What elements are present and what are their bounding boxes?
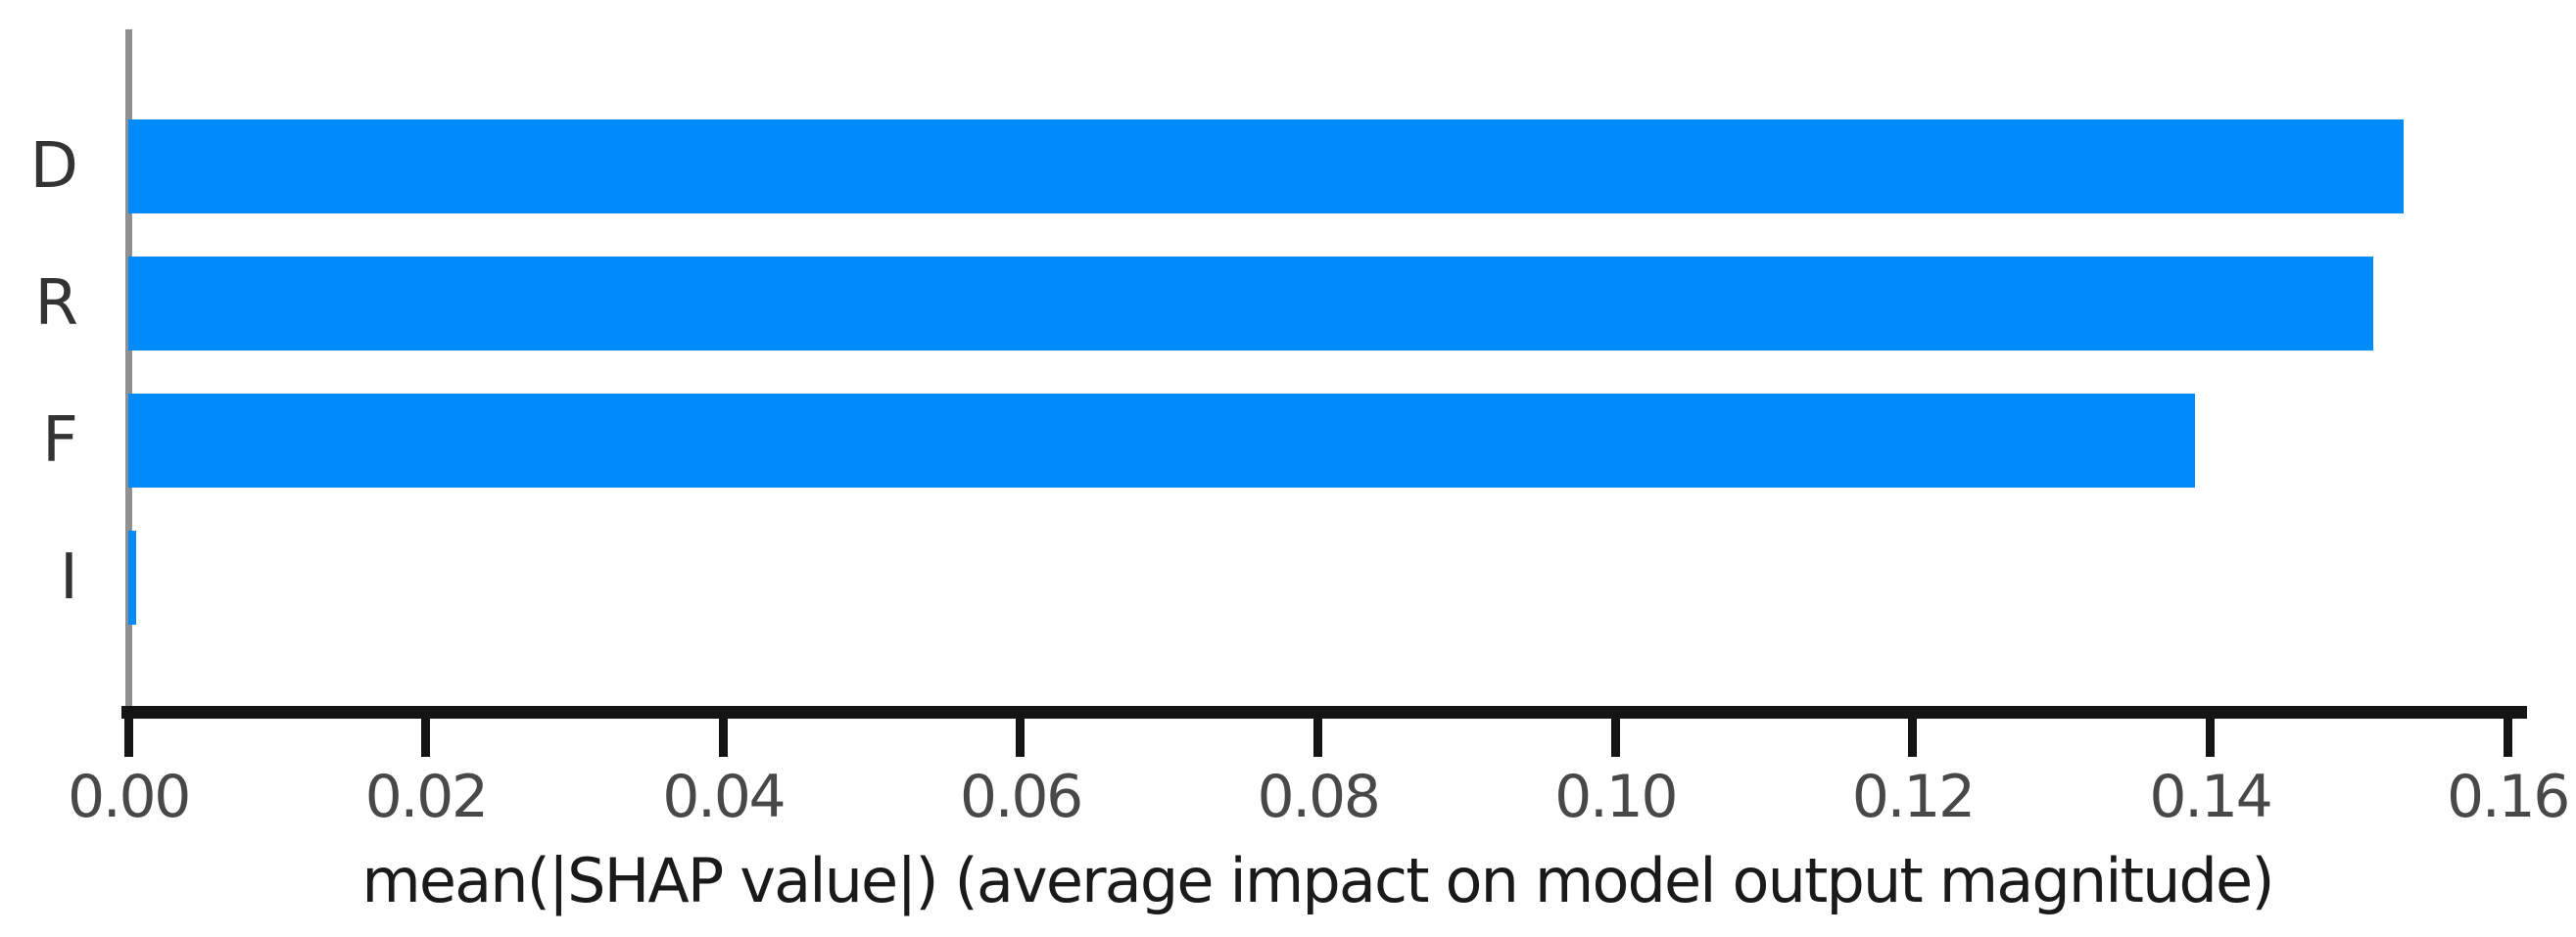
xtick-mark-0.00 [123,712,133,757]
xtick-mark-0.06 [1016,712,1026,757]
ytick-label-R: R [34,267,77,340]
bar-R [128,257,2374,351]
xtick-mark-0.14 [2205,712,2215,757]
xtick-label-0.12: 0.12 [1851,763,1976,831]
ytick-label-F: F [42,404,78,477]
x-axis-label: mean(|SHAP value|) (average impact on mo… [361,845,2274,916]
xtick-label-0.02: 0.02 [364,763,489,831]
ytick-label-I: I [60,541,78,614]
xtick-label-0.06: 0.06 [959,763,1083,831]
xtick-mark-0.04 [718,712,728,757]
bar-F [128,394,2196,488]
x-axis-line [121,706,2527,719]
xtick-label-0.16: 0.16 [2447,763,2570,831]
bar-I [128,531,136,625]
ytick-label-D: D [29,130,78,203]
xtick-label-0.08: 0.08 [1257,763,1381,831]
xtick-label-0.00: 0.00 [68,763,191,831]
xtick-mark-0.16 [2503,712,2512,757]
xtick-mark-0.12 [1908,712,1918,757]
xtick-mark-0.08 [1313,712,1322,757]
xtick-label-0.10: 0.10 [1554,763,1678,831]
xtick-mark-0.02 [421,712,431,757]
y-axis-spine [125,29,132,719]
xtick-label-0.14: 0.14 [2149,763,2272,831]
xtick-label-0.04: 0.04 [662,763,786,831]
xtick-mark-0.10 [1610,712,1620,757]
bar-D [128,119,2404,213]
